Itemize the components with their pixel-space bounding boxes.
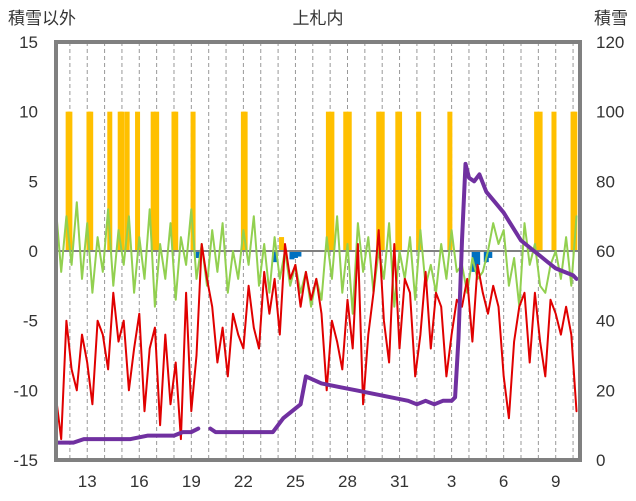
x-tick-label: 9 xyxy=(551,472,560,491)
snowfall-bar xyxy=(329,111,335,252)
left-tick-label: 5 xyxy=(29,172,38,191)
min-temperature-line xyxy=(55,229,578,441)
snowfall-bar xyxy=(343,111,349,252)
snowfall-bar xyxy=(88,111,94,252)
left-tick-label: 0 xyxy=(29,242,38,261)
snowfall-bar xyxy=(150,111,156,252)
x-tick-label: 13 xyxy=(78,472,97,491)
left-axis-ticks: 15 10 5 0 -5 -10 -15 xyxy=(13,33,38,470)
right-tick-label: 20 xyxy=(596,381,615,400)
snowfall-bar xyxy=(551,111,557,252)
snowfall-bar xyxy=(119,111,125,252)
snowfall-bar xyxy=(124,111,130,252)
rain-bar xyxy=(292,251,298,258)
snowfall-bar xyxy=(173,111,179,252)
snow-depth-line xyxy=(208,161,579,435)
x-axis-ticks: 13 16 19 22 25 28 31 3 6 9 xyxy=(78,472,561,491)
snow-depth-line xyxy=(54,426,201,445)
snowfall-bar xyxy=(67,111,73,252)
snowfall-bar xyxy=(325,111,331,252)
left-tick-label: -10 xyxy=(13,381,38,400)
right-tick-label: 40 xyxy=(596,312,615,331)
x-tick-label: 22 xyxy=(234,472,253,491)
snowfall-bar xyxy=(379,111,385,252)
snowfall-bar xyxy=(537,111,543,252)
snowfall-bar xyxy=(416,111,422,252)
snowfall-bar xyxy=(242,111,248,252)
snowfall-bar xyxy=(279,237,285,251)
x-tick-label: 6 xyxy=(499,472,508,491)
snowfall-bar xyxy=(346,111,352,252)
snowfall-bar xyxy=(572,111,578,252)
series-lines xyxy=(54,161,579,445)
rain-bar xyxy=(487,251,493,258)
rain-bar xyxy=(195,251,201,258)
snowfall-bar xyxy=(534,111,540,252)
right-tick-label: 0 xyxy=(596,451,605,470)
x-tick-label: 25 xyxy=(286,472,305,491)
left-axis-title: 積雪以外 xyxy=(8,9,76,29)
x-tick-label: 28 xyxy=(338,472,357,491)
snowfall-bar xyxy=(190,111,196,252)
right-tick-label: 120 xyxy=(596,33,624,52)
snowfall-bar xyxy=(107,111,113,252)
x-tick-label: 16 xyxy=(130,472,149,491)
right-tick-label: 100 xyxy=(596,103,624,122)
right-tick-label: 60 xyxy=(596,242,615,261)
x-tick-label: 19 xyxy=(182,472,201,491)
right-tick-label: 80 xyxy=(596,172,615,191)
rain-bar xyxy=(475,251,481,265)
right-axis-title: 積雪 xyxy=(594,9,628,29)
left-tick-label: -15 xyxy=(13,451,38,470)
snowfall-bar xyxy=(376,111,382,252)
rain-bar xyxy=(272,251,278,263)
rain-bar xyxy=(289,251,295,260)
left-tick-label: 10 xyxy=(19,103,38,122)
plot-frame xyxy=(54,40,582,462)
snowfall-bar xyxy=(397,111,403,252)
precipitation-bars xyxy=(65,111,578,272)
chart-title: 上札内 xyxy=(293,9,344,29)
right-axis-ticks: 120 100 80 60 40 20 0 xyxy=(596,33,624,470)
snowfall-bar xyxy=(447,111,453,252)
max-temperature-line xyxy=(55,201,578,315)
x-tick-label: 31 xyxy=(390,472,409,491)
left-tick-label: 15 xyxy=(19,33,38,52)
rain-bar xyxy=(296,251,302,257)
snowfall-bar xyxy=(154,111,160,252)
x-tick-label: 3 xyxy=(447,472,456,491)
left-tick-label: -5 xyxy=(23,312,38,331)
snowfall-bar xyxy=(135,111,141,252)
